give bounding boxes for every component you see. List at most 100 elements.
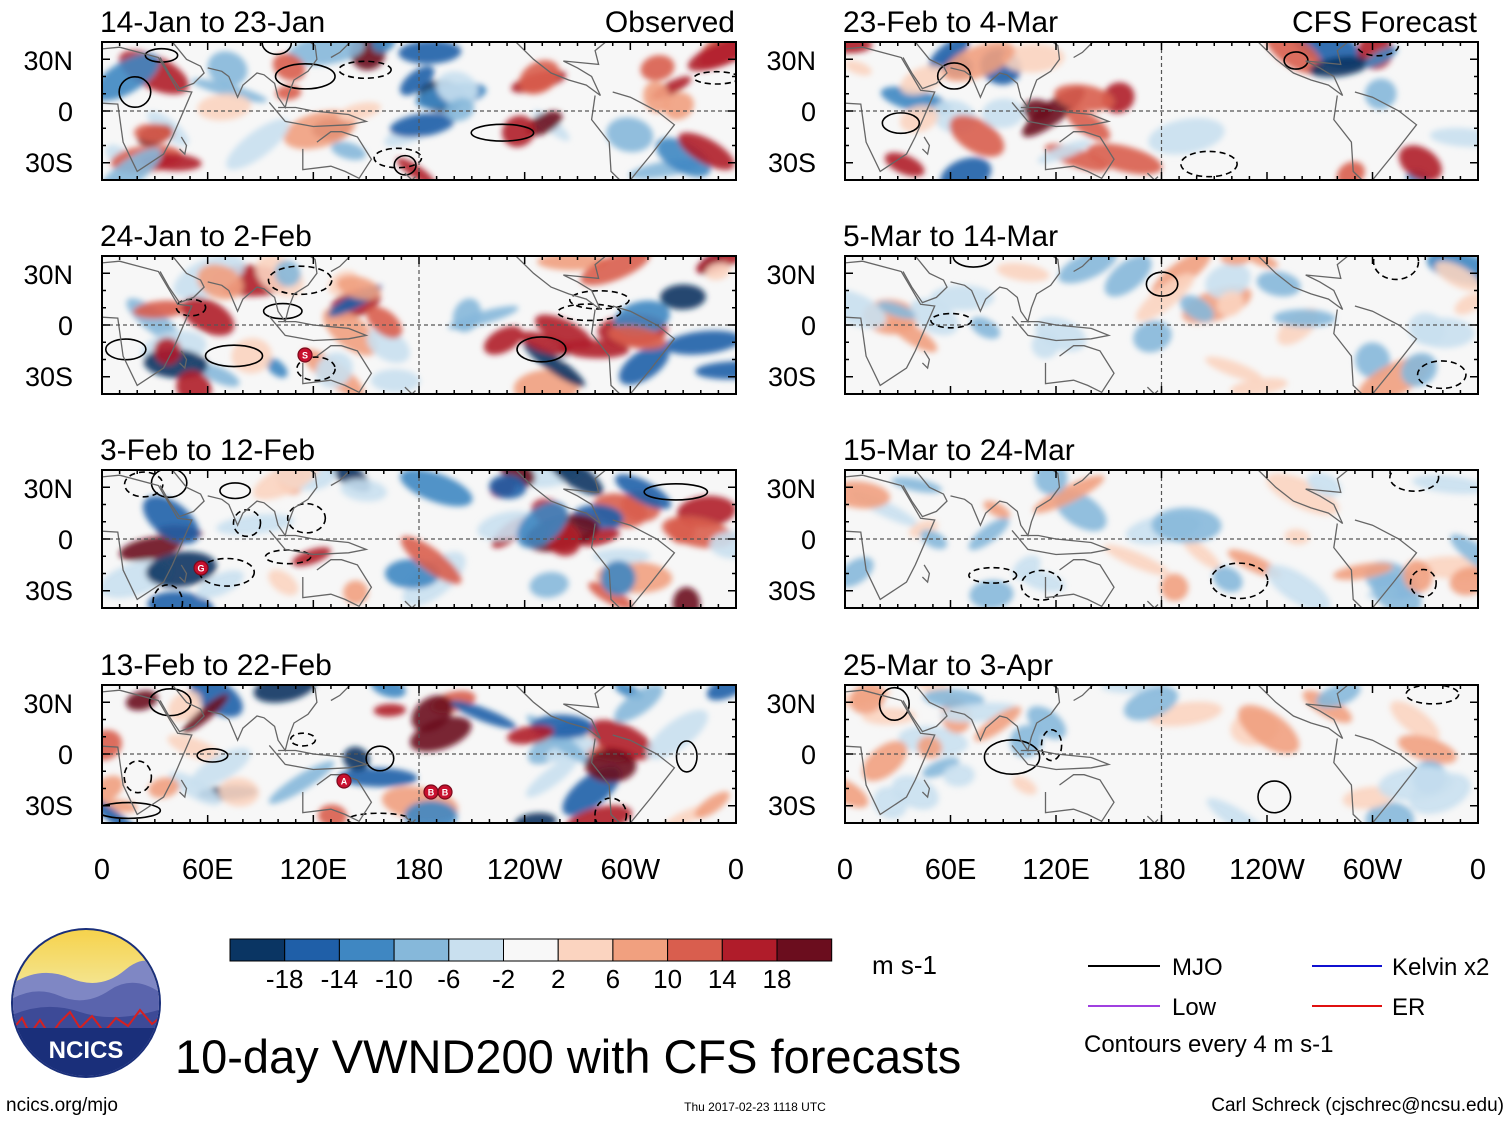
lon-label: 60E [925,854,977,886]
lon-label: 0 [837,854,853,886]
coastlines [102,685,676,823]
lat-label: 0 [58,97,73,127]
coastlines [845,470,1418,608]
colorbar-swatch [284,938,340,962]
colorbar-swatch [229,938,286,962]
map-panel: 30N 0 30S 24-Jan to 2-Feb S [23,220,737,395]
colorbar-tick: 14 [708,964,737,994]
colorbar-swatch [776,938,833,962]
lat-label: 30N [766,46,816,76]
colorbar-swatch [612,938,669,962]
panel-ticks [101,684,737,824]
lat-label: 30S [25,362,73,392]
legend: MJO Kelvin x2 Low ER Contours every 4 m … [1084,954,1489,1058]
lat-label: 30N [23,46,73,76]
coastlines [102,42,676,180]
lat-label: 30N [23,260,73,290]
lon-label: 0 [94,854,110,886]
storm-marker: B [437,784,453,800]
legend-note: Contours every 4 m s-1 [1084,1031,1333,1058]
panel-ticks [844,469,1479,609]
footer-url[interactable]: ncics.org/mjo [6,1095,118,1116]
colorbar-tick: 10 [653,964,682,994]
coastlines [102,256,676,394]
lon-label: 60E [182,854,234,886]
colorbar-tick: -14 [321,964,359,994]
storm-marker: G [193,560,209,576]
panel-period: 13-Feb to 22-Feb [100,649,332,682]
lat-label: 0 [58,740,73,770]
colorbar-tick: 6 [606,964,620,994]
lat-label: 30S [768,362,816,392]
panel-ticks [844,255,1479,395]
lon-label: 120E [279,854,347,886]
colorbar-swatch [393,938,450,962]
anomaly-shading [102,685,736,823]
colorbar-swatch [338,938,395,962]
colorbar-tick: 18 [763,964,792,994]
map-panel: 30N 0 30S 5-Mar to 14-Mar [766,220,1479,395]
panel-ticks [101,469,737,609]
lon-label: 0 [1470,854,1486,886]
map-panel: 30N 0 30S 14-Jan to 23-Jan Observed [23,6,737,181]
anomaly-shading [102,42,736,180]
svg-text:S: S [302,351,308,361]
figure-title: 10-day VWND200 with CFS forecasts [175,1030,961,1083]
legend-low-label: Low [1172,994,1217,1021]
colorbar-swatch [667,938,723,962]
coastlines [845,256,1418,394]
storm-marker: A [336,773,352,789]
panel-period: 23-Feb to 4-Mar [843,6,1058,39]
panel-period: 25-Mar to 3-Apr [843,649,1053,682]
lat-label: 0 [801,97,816,127]
svg-text:B: B [442,788,449,798]
lat-label: 30S [25,148,73,178]
lat-label: 30N [766,689,816,719]
lat-label: 30S [25,791,73,821]
mjo-contours [102,687,698,823]
colorbar-units: m s-1 [872,950,937,980]
logo-text: NCICS [49,1037,124,1064]
lon-label: 60W [601,854,661,886]
mjo-contours [968,470,1440,601]
map-panel: 30N 0 30S 23-Feb to 4-Mar CFS Forecast [766,6,1479,181]
storm-marker: B [423,784,439,800]
lon-label: 60W [1343,854,1403,886]
colorbar-swatch [448,938,504,962]
anomaly-shading [845,685,1471,823]
lat-label: 0 [801,525,816,555]
panel-period: 14-Jan to 23-Jan [100,6,325,39]
svg-text:A: A [341,777,348,787]
mjo-contours [123,470,709,608]
coastlines [845,685,1418,823]
lat-label: 0 [801,740,816,770]
lat-label: 30S [768,791,816,821]
panel-ticks [101,41,737,181]
lat-label: 30S [768,576,816,606]
map-panel: 30N 0 30S 15-Mar to 24-Mar [766,434,1479,609]
lat-label: 0 [58,311,73,341]
column-label: CFS Forecast [1292,6,1478,39]
svg-text:B: B [428,788,435,798]
footer-author: Carl Schreck (cjschrec@ncsu.edu) [1211,1095,1504,1116]
lon-label: 120W [487,854,563,886]
panel-period: 3-Feb to 12-Feb [100,434,315,467]
colorbar-tick: -10 [375,964,413,994]
map-panel: 30N 0 30S 13-Feb to 22-Feb A B B [23,649,737,824]
lat-label: 30N [766,474,816,504]
legend-er-label: ER [1392,994,1425,1021]
lon-label: 120E [1022,854,1090,886]
svg-text:G: G [197,564,204,574]
longitude-axes: 0 60E 120E 180 120W 60W 0 0 60E 120E 180 120W 60W 0 [94,854,1486,886]
map-panels: 30N 0 30S 14-Jan to 23-Jan Observed 30N 0 30S 24… [23,6,1479,824]
colorbar-tick: -2 [492,964,515,994]
mjo-contours [118,42,736,176]
colorbar-swatch [557,938,614,962]
storm-marker: S [297,347,313,363]
lat-label: 30N [23,474,73,504]
panel-period: 15-Mar to 24-Mar [843,434,1075,467]
panel-period: 5-Mar to 14-Mar [843,220,1058,253]
lon-label: 120W [1229,854,1305,886]
coastlines [845,42,1418,180]
